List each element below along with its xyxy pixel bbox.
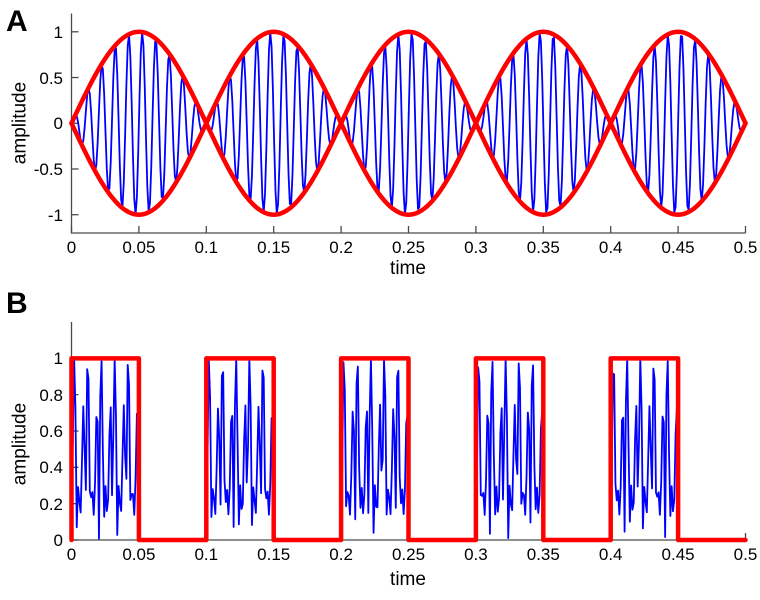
panel-b-x-tick-label: 0.25 [391, 545, 426, 564]
panel-a-y-tick-label: -1 [47, 205, 63, 225]
panel-a-x-tick-label: 0.1 [194, 238, 219, 257]
panel-b-y-tick-label: 1 [53, 349, 63, 369]
panel-b-y-tick-label: 0.4 [39, 458, 63, 478]
panel-b-series-pulse-envelope [69, 356, 748, 543]
panel-a-x-tick-label: 0 [66, 238, 77, 257]
panel-a-x-tick-label: 0.4 [598, 238, 623, 257]
panel-b-x-tick-label: 0.15 [257, 545, 291, 564]
panel-b-x-tick-label: 0.35 [526, 545, 560, 564]
panel-b-y-tick-label: 0 [53, 531, 63, 550]
panel-a-series-modulated-signal [70, 31, 746, 216]
panel-b-x-tick-label: 0.05 [122, 545, 156, 564]
panel-a-x-tick-label: 0.25 [391, 238, 426, 257]
panel-b-x-axis-title: time [390, 569, 426, 590]
panel-a-series-envelope-lower [69, 121, 748, 217]
panel-b-x-tick-label: 0.3 [464, 545, 488, 564]
panel-a-x-tick-label: 0.5 [733, 238, 758, 257]
panel-a-x-tick-label: 0.35 [526, 238, 560, 257]
panel-b-x-tick-label: 0.2 [329, 545, 353, 564]
panel-a-x-tick-label: 0.2 [329, 238, 353, 257]
panel-a-x-tick-label: 0.05 [122, 238, 156, 257]
panel-b-x-tick-label: 0.45 [661, 545, 695, 564]
panel-a-y-tick-label: 0.5 [39, 68, 63, 88]
panel-b-x-tick-label: 0.1 [194, 545, 219, 564]
panel-b-y-tick-label: 0.6 [39, 422, 63, 441]
panel-a-x-tick-label: 0.3 [464, 238, 488, 257]
panel-b-x-tick-label: 0.5 [733, 545, 758, 564]
panel-a-x-tick-label: 0.15 [257, 238, 291, 257]
panel-b-x-tick-label: 0.4 [598, 545, 623, 564]
panel-a-y-tick-label: 0 [53, 114, 63, 134]
panel-b-y-tick-label: 0.2 [39, 494, 63, 514]
panel-a-series-envelope-upper [69, 29, 748, 126]
panel-b-y-tick-label: 0.8 [39, 385, 63, 405]
panel-a-x-tick-label: 0.45 [661, 238, 695, 257]
panel-a-x-axis-title: time [390, 258, 426, 279]
panel-a-y-tick-label: 1 [53, 22, 63, 42]
panel-a-letter: A [6, 5, 28, 38]
panel-b-letter: B [6, 287, 28, 320]
panel-a-y-tick-label: -0.5 [33, 159, 63, 179]
panel-b-x-tick-label: 0 [66, 545, 77, 564]
